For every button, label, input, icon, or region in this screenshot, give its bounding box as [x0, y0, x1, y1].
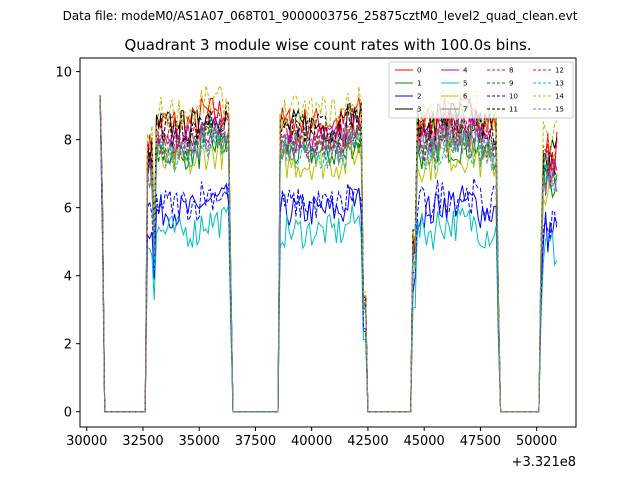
- x-axis-ticks: 30000 32500 35000 37500 40000 42500 45000 47500…: [66, 427, 557, 449]
- legend-label-10: 10: [509, 93, 518, 101]
- y-tick-label: 10: [55, 66, 72, 81]
- legend-label-6: 6: [463, 93, 468, 101]
- series-line-15: [99, 102, 558, 413]
- x-tick-label: 35000: [179, 434, 220, 449]
- x-tick-label: 40000: [291, 434, 332, 449]
- series-line-12: [99, 98, 558, 413]
- y-axis-ticks: 0 2 4 6 8 10: [55, 66, 80, 421]
- x-tick-label: 30000: [66, 434, 107, 449]
- legend-label-3: 3: [417, 106, 421, 114]
- x-tick-label: 50000: [516, 434, 557, 449]
- series-line-10: [99, 105, 558, 413]
- series-line-9: [99, 102, 558, 413]
- legend-label-0: 0: [417, 67, 421, 75]
- y-tick-label: 4: [64, 270, 72, 285]
- legend-label-11: 11: [509, 106, 518, 114]
- legend-label-13: 13: [555, 80, 564, 88]
- series-line-14: [99, 84, 558, 413]
- y-tick-label: 0: [64, 406, 72, 421]
- plot-layer: [99, 84, 558, 413]
- legend-label-5: 5: [463, 80, 467, 88]
- legend-box: [388, 61, 574, 119]
- x-tick-label: 37500: [235, 434, 276, 449]
- x-tick-label: 45000: [403, 434, 444, 449]
- legend-label-14: 14: [555, 93, 564, 101]
- x-tick-label: 47500: [460, 434, 501, 449]
- y-tick-label: 2: [64, 338, 72, 353]
- legend-label-12: 12: [555, 67, 564, 75]
- series-line-11: [99, 95, 558, 413]
- x-tick-label: 32500: [122, 434, 163, 449]
- legend-label-7: 7: [463, 106, 467, 114]
- series-line-13: [99, 102, 558, 413]
- x-offset-label: +3.321e8: [512, 455, 576, 470]
- legend-label-9: 9: [509, 80, 513, 88]
- legend-label-15: 15: [555, 106, 564, 114]
- suptitle: Data file: modeM0/AS1A07_068T01_90000037…: [63, 9, 578, 23]
- axes-frame: [79, 57, 577, 428]
- legend-label-2: 2: [417, 93, 421, 101]
- chart-title: Quadrant 3 module wise count rates with …: [124, 36, 531, 54]
- legend-label-8: 8: [509, 67, 513, 75]
- x-tick-label: 42500: [347, 434, 388, 449]
- y-tick-label: 8: [64, 134, 72, 149]
- series-line-8: [99, 98, 558, 413]
- legend-label-4: 4: [463, 67, 468, 75]
- series-line-5: [99, 105, 558, 413]
- y-tick-label: 6: [64, 202, 72, 217]
- legend-label-1: 1: [417, 80, 421, 88]
